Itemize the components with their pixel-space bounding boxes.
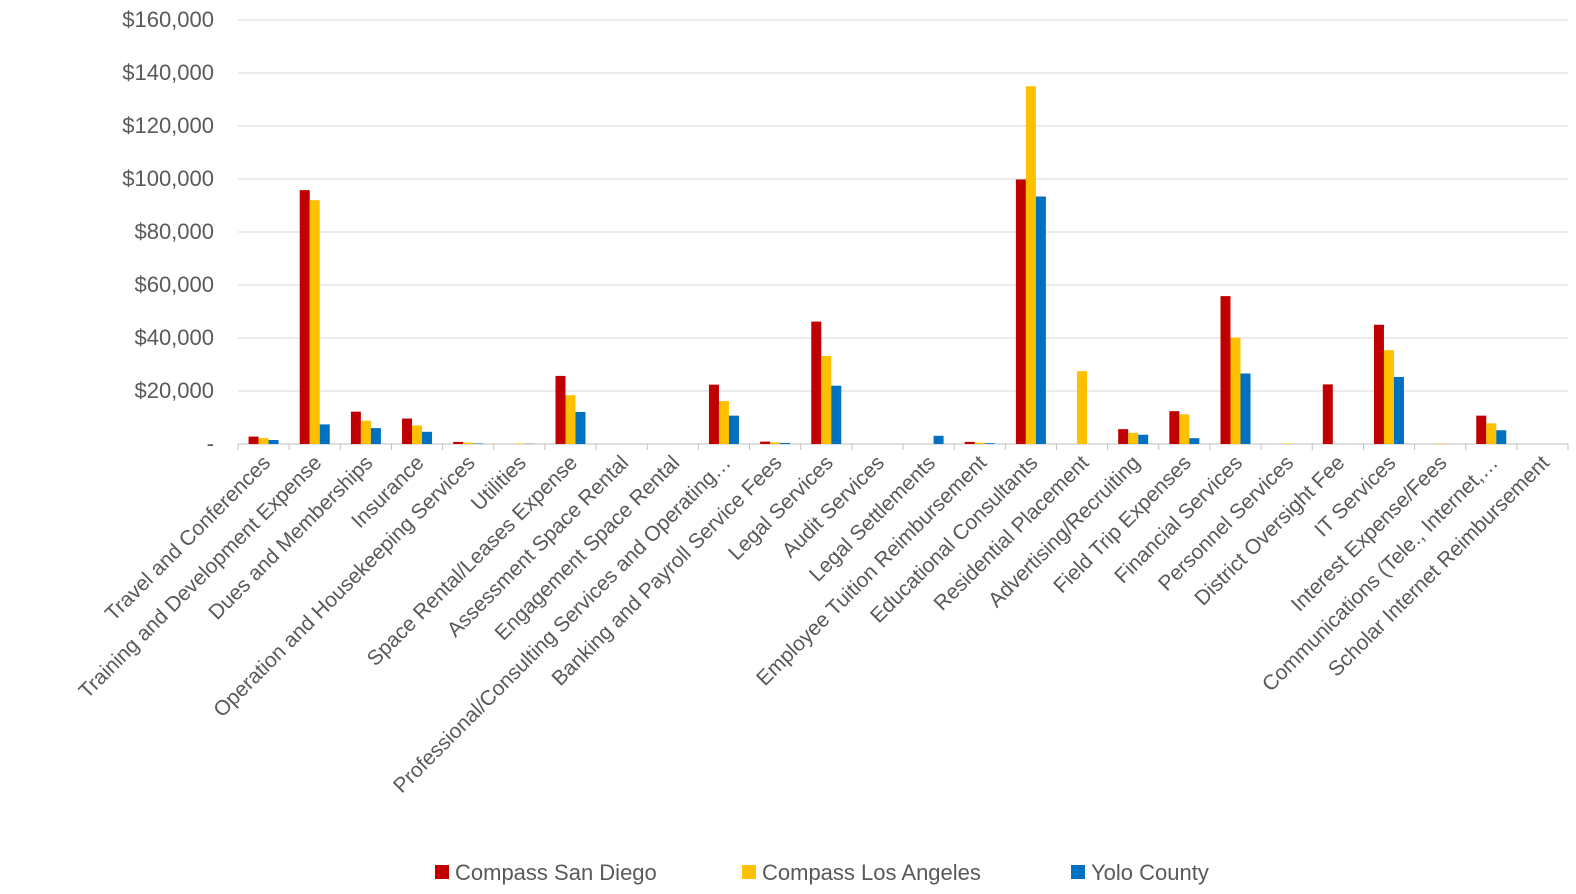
- bar: [1015, 179, 1026, 444]
- bar: [1496, 430, 1507, 444]
- bar: [268, 440, 279, 444]
- bar: [319, 424, 330, 444]
- bar: [473, 443, 484, 444]
- bar: [974, 442, 985, 444]
- bar: [370, 428, 381, 444]
- y-tick-label: -: [207, 431, 214, 456]
- bar: [309, 200, 320, 444]
- legend-label: Yolo County: [1091, 860, 1209, 885]
- bar: [728, 415, 739, 444]
- bar: [248, 436, 259, 444]
- bar: [1383, 350, 1394, 444]
- bar: [1281, 443, 1292, 444]
- legend-swatch: [1071, 865, 1085, 879]
- bar: [780, 442, 791, 444]
- y-tick-label: $20,000: [134, 378, 214, 403]
- bar: [984, 443, 995, 444]
- bar: [933, 435, 944, 444]
- x-tick-label: Communications (Tele., Internet,…: [1258, 451, 1503, 696]
- bar: [1230, 337, 1241, 444]
- y-tick-label: $40,000: [134, 325, 214, 350]
- bar: [422, 431, 433, 444]
- bar: [811, 321, 822, 444]
- bar: [1486, 423, 1497, 444]
- bar: [1179, 414, 1190, 444]
- bar: [555, 375, 566, 444]
- bars: [248, 86, 1507, 444]
- bar: [718, 401, 729, 444]
- bar: [565, 395, 576, 444]
- bar: [1240, 373, 1251, 444]
- bar: [831, 385, 842, 444]
- bar: [258, 438, 269, 444]
- bar: [453, 441, 464, 444]
- y-tick-label: $60,000: [134, 272, 214, 297]
- bar: [1128, 432, 1139, 444]
- bar: [1476, 415, 1487, 444]
- gridlines: [237, 19, 1569, 450]
- bar: [821, 356, 832, 444]
- bar: [575, 411, 586, 444]
- y-tick-label: $140,000: [122, 60, 214, 85]
- bar: [1138, 434, 1149, 444]
- bar: [1220, 296, 1231, 444]
- legend-label: Compass Los Angeles: [762, 860, 981, 885]
- bar: [1169, 411, 1180, 444]
- bar: [412, 425, 423, 444]
- legend-label: Compass San Diego: [455, 860, 657, 885]
- bar: [708, 384, 719, 444]
- legend-swatch: [742, 865, 756, 879]
- bar: [463, 442, 474, 444]
- y-tick-label: $160,000: [122, 7, 214, 32]
- bar: [770, 442, 781, 444]
- x-tick-label: Training and Development Expense: [74, 451, 326, 703]
- bar: [350, 411, 361, 444]
- y-tick-label: $120,000: [122, 113, 214, 138]
- bar: [1189, 438, 1200, 444]
- bar: [1025, 86, 1036, 444]
- bar: [1077, 371, 1088, 444]
- bar: [514, 443, 525, 444]
- y-axis: - $20,000 $40,000 $60,000 $80,000 $100,000 $12…: [122, 7, 214, 456]
- bar: [1373, 324, 1384, 444]
- bar: [760, 441, 771, 444]
- y-tick-label: $100,000: [122, 166, 214, 191]
- bar: [1322, 384, 1333, 444]
- bar: [1035, 196, 1046, 444]
- bar: [402, 418, 413, 444]
- bar: [964, 441, 975, 444]
- bar: [299, 190, 310, 444]
- bar: [1393, 376, 1404, 444]
- legend-swatch: [435, 865, 449, 879]
- y-tick-label: $80,000: [134, 219, 214, 244]
- legend: Compass San Diego Compass Los Angeles Yolo…: [435, 860, 1209, 885]
- bar: [1435, 443, 1446, 444]
- bar: [1118, 429, 1129, 444]
- bar: [360, 420, 371, 444]
